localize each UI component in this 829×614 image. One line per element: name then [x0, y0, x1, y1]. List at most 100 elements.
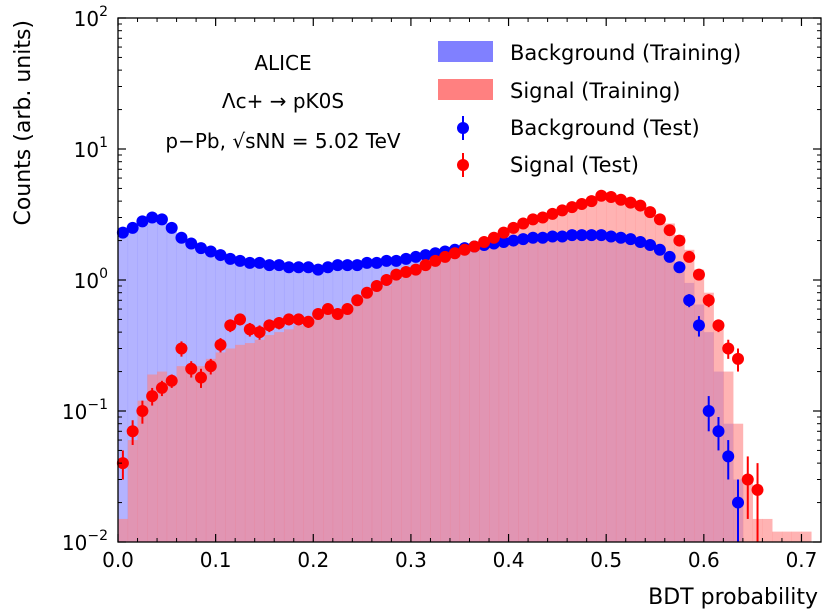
data-point	[673, 261, 686, 274]
histogram-bar	[332, 309, 343, 542]
histogram-bar	[664, 223, 675, 543]
experiment-label: ALICE	[254, 51, 311, 75]
data-point	[468, 240, 481, 253]
data-point	[302, 315, 315, 328]
histogram-bar	[576, 202, 587, 542]
histogram-bar	[684, 249, 695, 542]
data-point	[536, 231, 549, 244]
data-point	[585, 195, 598, 208]
data-point	[400, 252, 413, 265]
histogram-bar	[127, 227, 138, 542]
histogram-bar	[157, 371, 168, 542]
data-point	[526, 231, 539, 244]
data-point	[341, 259, 354, 272]
data-point	[702, 294, 715, 307]
histogram-bar	[176, 366, 187, 542]
histogram-bar	[528, 219, 539, 543]
data-point	[556, 230, 569, 243]
data-point	[243, 256, 256, 269]
histogram-bar	[547, 212, 558, 542]
data-point	[321, 261, 334, 274]
data-point	[126, 425, 139, 438]
histogram-bar	[537, 215, 548, 542]
data-point	[312, 308, 325, 321]
histogram-bar	[293, 325, 304, 542]
data-point	[370, 279, 383, 292]
data-point	[370, 256, 383, 269]
histogram-bar	[313, 319, 324, 542]
histogram-bar	[645, 208, 656, 542]
data-point	[487, 231, 500, 244]
data-point	[273, 259, 286, 272]
histogram-bar	[508, 227, 519, 542]
histogram-bar	[303, 321, 314, 542]
histogram-layer	[118, 198, 812, 543]
data-point	[741, 473, 754, 486]
data-point	[497, 226, 510, 239]
legend-label-background-training: Background (Training)	[510, 41, 741, 65]
data-point	[380, 274, 393, 286]
legend-swatch-signal-training	[438, 79, 493, 100]
data-point	[546, 207, 559, 220]
y-tick-label: 10−2	[62, 528, 108, 555]
data-point	[409, 263, 422, 276]
histogram-bar	[137, 400, 148, 542]
x-tick-label: 0.2	[297, 548, 329, 572]
data-point	[439, 250, 452, 263]
annotation-block: ALICE Λc+ → pK0S p−Pb, √sNN = 5.02 TeV	[165, 51, 400, 153]
data-point	[185, 237, 198, 250]
data-point	[712, 425, 725, 438]
data-point	[429, 254, 442, 267]
histogram-bar	[479, 242, 490, 542]
histogram-bar	[274, 332, 285, 542]
data-point	[204, 245, 217, 258]
decay-channel-label: Λc+ → pK0S	[222, 89, 344, 113]
histogram-bar	[567, 205, 578, 543]
histogram-bar	[166, 377, 177, 542]
data-point	[253, 326, 266, 339]
marker-layer	[116, 189, 764, 542]
data-point	[136, 215, 149, 228]
data-point	[683, 294, 696, 307]
histogram-bar	[118, 235, 129, 542]
histogram-bar	[401, 274, 412, 542]
histogram-bar	[225, 348, 236, 542]
histogram-bar	[235, 344, 246, 542]
data-point	[634, 199, 647, 212]
histogram-bar	[196, 366, 207, 542]
histogram-bar	[694, 269, 705, 542]
histogram-bar	[352, 300, 363, 542]
data-point	[556, 204, 569, 217]
data-point	[458, 243, 471, 256]
data-point	[263, 319, 276, 332]
histogram-bar	[781, 531, 793, 542]
data-point	[146, 390, 159, 403]
data-point	[273, 316, 286, 329]
histogram-bar	[469, 246, 480, 542]
data-point	[409, 250, 422, 263]
data-point	[175, 342, 188, 355]
data-point	[517, 217, 530, 230]
data-point	[605, 191, 618, 204]
histogram-bar	[635, 204, 646, 543]
histogram-bar	[371, 289, 382, 542]
data-point	[341, 303, 354, 316]
data-point	[400, 266, 413, 279]
histogram-bar	[244, 343, 255, 542]
data-point	[116, 226, 129, 239]
data-point	[194, 242, 207, 255]
histogram-bar	[215, 352, 226, 542]
histogram-bar	[489, 237, 500, 542]
legend-marker-background-test	[457, 122, 469, 134]
data-point	[360, 286, 373, 299]
histogram-bar	[127, 440, 138, 542]
data-point	[692, 319, 705, 332]
histogram-bar	[498, 232, 509, 542]
data-point	[575, 229, 588, 242]
data-point	[663, 250, 676, 263]
data-point	[380, 254, 393, 267]
data-point	[732, 352, 745, 365]
y-axis-label: Counts (arb. units)	[11, 20, 36, 226]
data-point	[653, 213, 666, 226]
